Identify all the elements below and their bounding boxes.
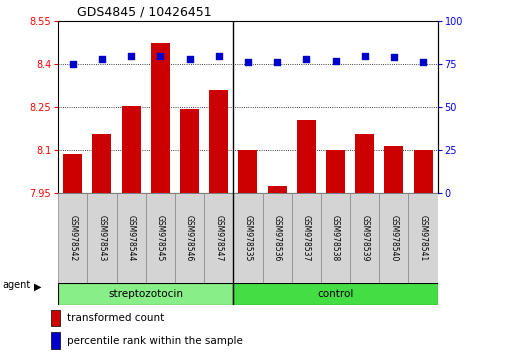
Text: GSM978540: GSM978540 (389, 215, 397, 261)
Bar (145, 193, 175, 283)
Point (127, 53, 135, 58)
Bar (92, 134, 111, 193)
Bar (233, 193, 262, 283)
Text: control: control (317, 289, 353, 299)
Text: GSM978541: GSM978541 (418, 215, 427, 261)
Bar (349, 193, 379, 283)
Text: GSM978537: GSM978537 (301, 215, 310, 261)
Text: ▶: ▶ (34, 281, 42, 291)
Bar (50, 332, 60, 349)
Bar (413, 150, 432, 193)
Bar (262, 193, 291, 283)
Point (156, 53, 164, 58)
Text: transformed count: transformed count (67, 313, 164, 323)
Text: percentile rank within the sample: percentile rank within the sample (67, 336, 243, 346)
Point (301, 56, 310, 62)
Bar (58, 283, 233, 305)
Text: GSM978536: GSM978536 (272, 215, 281, 261)
Bar (150, 43, 170, 193)
Point (418, 59, 426, 65)
Text: GSM978543: GSM978543 (97, 215, 106, 261)
Text: GSM978545: GSM978545 (156, 215, 165, 261)
Point (243, 59, 251, 65)
Bar (325, 150, 344, 193)
Bar (384, 146, 402, 193)
Point (331, 58, 339, 64)
Bar (267, 186, 286, 193)
Bar (87, 193, 116, 283)
Text: GSM978546: GSM978546 (185, 215, 194, 261)
Bar (296, 120, 315, 193)
Bar (209, 90, 228, 193)
Bar (379, 193, 408, 283)
Bar (121, 105, 140, 193)
Bar (291, 193, 320, 283)
Bar (116, 193, 145, 283)
Bar (180, 109, 198, 193)
Text: streptozotocin: streptozotocin (108, 289, 183, 299)
Bar (50, 309, 60, 326)
Bar (320, 193, 349, 283)
Point (273, 59, 281, 65)
Point (389, 55, 397, 60)
Text: agent: agent (3, 280, 31, 290)
Text: GDS4845 / 10426451: GDS4845 / 10426451 (77, 6, 212, 19)
Text: GSM978535: GSM978535 (243, 215, 252, 261)
Point (360, 53, 368, 58)
Text: GSM978542: GSM978542 (68, 215, 77, 261)
Bar (238, 150, 257, 193)
Text: GSM978538: GSM978538 (330, 215, 339, 261)
Text: GSM978539: GSM978539 (360, 215, 369, 261)
Bar (175, 193, 204, 283)
Point (98, 56, 106, 62)
Bar (408, 193, 437, 283)
Point (185, 56, 193, 62)
Bar (355, 134, 374, 193)
Text: GSM978547: GSM978547 (214, 215, 223, 261)
Bar (63, 154, 82, 193)
Point (69, 61, 77, 67)
Bar (233, 283, 437, 305)
Point (214, 53, 222, 58)
Bar (58, 193, 87, 283)
Text: GSM978544: GSM978544 (126, 215, 135, 261)
Bar (204, 193, 233, 283)
